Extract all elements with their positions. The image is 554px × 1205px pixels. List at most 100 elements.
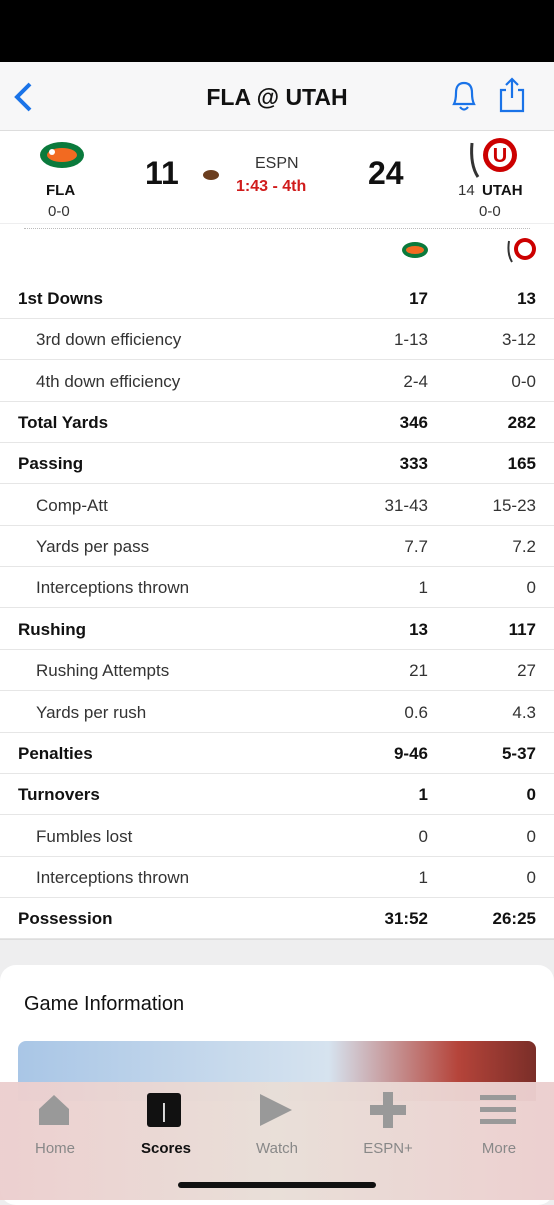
scoreboard: FLA 0-0 11 ESPN 1:43 - 4th 24 U 14 UTAH …	[0, 131, 554, 223]
home-value: 15-23	[492, 495, 536, 515]
home-icon	[39, 1095, 69, 1125]
away-value: 1	[418, 578, 428, 598]
stat-row: Comp-Att 31-43 15-23	[0, 484, 554, 526]
home-value: 0	[526, 826, 536, 846]
away-value: 17	[409, 289, 428, 308]
game-clock: 1:43 - 4th	[236, 178, 307, 195]
stat-row: Possession 31:52 26:25	[0, 897, 554, 940]
away-value: 1-13	[393, 330, 428, 350]
away-value: 31:52	[384, 909, 428, 929]
home-value: 0-0	[511, 371, 536, 391]
alert-button[interactable]	[448, 78, 480, 114]
stat-row: Total Yards 346 282	[0, 401, 554, 444]
away-value: 1	[418, 785, 428, 805]
nav-bar: FLA @ UTAH	[0, 62, 554, 131]
stat-label: Rushing Attempts	[36, 661, 170, 681]
back-button[interactable]	[10, 80, 36, 114]
away-value: 7.7	[404, 537, 428, 557]
away-value: 21	[409, 661, 428, 681]
espnplus-icon	[370, 1092, 406, 1128]
stat-label: Fumbles lost	[36, 826, 133, 846]
share-button[interactable]	[496, 76, 528, 114]
stat-row: Interceptions thrown 1 0	[0, 566, 554, 609]
away-logo-small	[402, 242, 428, 258]
away-value: 1	[418, 867, 428, 887]
away-value: 346	[399, 413, 428, 433]
stat-row: Rushing Attempts 21 27	[0, 649, 554, 692]
tab-bar: | Home Scores Watch ESPN+ More	[0, 1082, 554, 1200]
more-icon	[480, 1095, 516, 1124]
tab-label[interactable]: Watch	[256, 1140, 298, 1157]
home-value: 282	[507, 413, 536, 433]
stat-row: Turnovers 1 0	[0, 773, 554, 816]
network: ESPN	[255, 155, 299, 172]
away-value: 31-43	[384, 495, 428, 515]
stat-label: Yards per rush	[36, 702, 147, 722]
stat-label: Rushing	[18, 619, 86, 639]
home-rank: 14	[458, 182, 475, 199]
stat-label: Comp-Att	[36, 495, 108, 515]
divider	[24, 228, 530, 229]
stat-label: 3rd down efficiency	[36, 330, 182, 350]
home-value: 165	[507, 454, 536, 474]
away-record: 0-0	[48, 203, 70, 220]
svg-text:|: |	[161, 1101, 166, 1123]
stat-label: Passing	[18, 454, 84, 474]
home-value: 26:25	[492, 909, 536, 929]
stat-row: Yards per pass 7.7 7.2	[0, 525, 554, 568]
stat-row: 3rd down efficiency 1-13 3-12	[0, 318, 554, 361]
away-score: 11	[145, 155, 179, 191]
home-abbr: UTAH	[482, 182, 523, 199]
stat-label: Possession	[18, 909, 113, 929]
away-value: 333	[399, 454, 428, 474]
watch-icon	[260, 1094, 292, 1126]
away-value: 13	[409, 619, 428, 639]
home-value: 5-37	[501, 743, 536, 763]
tab-label[interactable]: ESPN+	[363, 1140, 413, 1157]
section-title: Game Information	[24, 993, 185, 1015]
stat-row: Rushing 13 117	[0, 608, 554, 650]
possession-icon	[203, 170, 219, 180]
svg-text:U: U	[493, 145, 507, 167]
home-value: 27	[517, 661, 536, 681]
stat-row: Passing 333 165	[0, 442, 554, 485]
home-record: 0-0	[479, 203, 501, 220]
stat-label: 4th down efficiency	[36, 371, 181, 391]
tab-label[interactable]: Scores	[140, 1140, 192, 1157]
stat-label: Yards per pass	[36, 537, 150, 557]
home-value: 117	[508, 619, 536, 639]
title: FLA @ UTAH	[206, 84, 348, 110]
home-indicator	[178, 1182, 376, 1188]
home-value: 0	[526, 867, 536, 887]
away-value: 9-46	[393, 743, 428, 763]
stat-row: Penalties 9-46 5-37	[0, 732, 554, 774]
away-value: 0.6	[404, 702, 428, 722]
stat-label: Turnovers	[18, 785, 100, 805]
stat-row: Fumbles lost 0 0	[0, 815, 554, 857]
home-score: 24	[368, 155, 404, 191]
home-value: 7.2	[512, 537, 536, 557]
away-abbr: FLA	[46, 182, 76, 199]
home-value: 13	[517, 289, 536, 308]
tab-label[interactable]: More	[481, 1140, 517, 1157]
stat-label: Total Yards	[18, 413, 109, 433]
home-value: 0	[526, 785, 536, 805]
away-value: 2-4	[403, 371, 428, 391]
scores-icon: |	[147, 1093, 181, 1127]
tab-label[interactable]: Home	[34, 1140, 75, 1157]
stat-label: Penalties	[18, 743, 93, 763]
home-value: 3-12	[501, 330, 536, 350]
away-value: 0	[418, 826, 428, 846]
away-logo	[40, 142, 84, 168]
home-value: 0	[526, 578, 536, 598]
stat-row: 4th down efficiency 2-4 0-0	[0, 360, 554, 402]
stat-row: 1st Downs 17 13	[0, 277, 554, 319]
team-stats: 1st Downs 17 13 3rd down efficiency 1-13 3-12…	[0, 224, 554, 940]
stat-row: Interceptions thrown 1 0	[0, 856, 554, 898]
home-value: 4.3	[512, 702, 536, 722]
home-logo-small	[507, 238, 536, 263]
home-logo: U	[470, 138, 517, 178]
stat-label: 1st Downs	[18, 289, 104, 308]
status-bar	[0, 0, 554, 62]
